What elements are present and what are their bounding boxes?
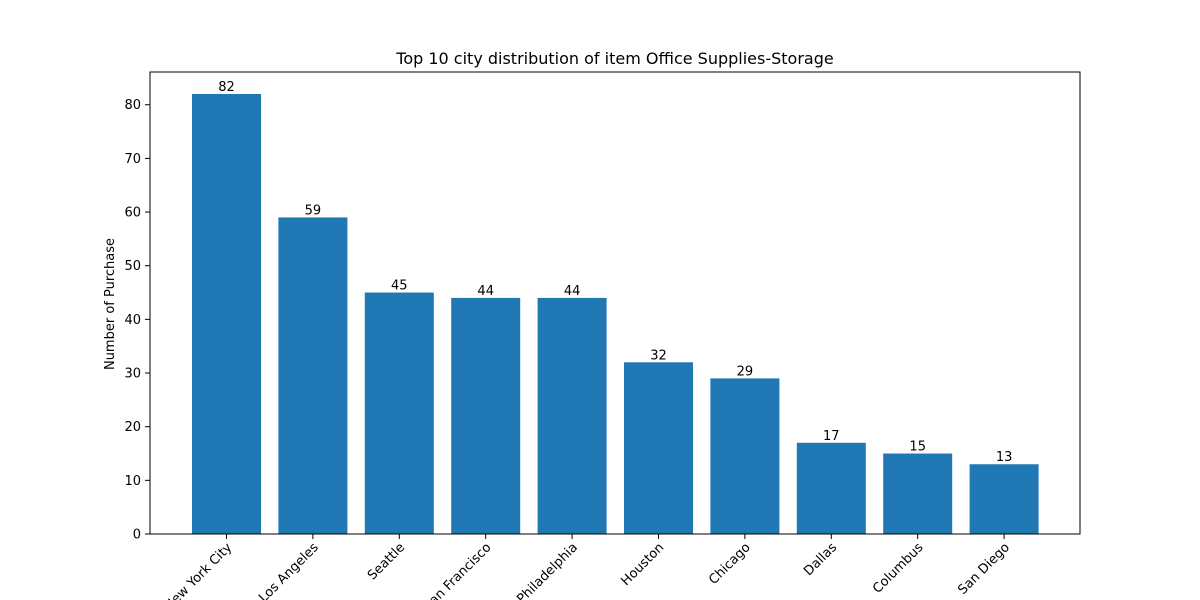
bar (969, 464, 1039, 534)
x-tick-label: Seattle (365, 540, 408, 583)
bar (710, 378, 780, 534)
bar-value-label: 59 (305, 203, 322, 218)
y-tick-label: 30 (124, 367, 141, 382)
bar (278, 217, 348, 535)
y-tick-label: 20 (124, 420, 141, 435)
bar (451, 297, 521, 534)
y-tick-label: 0 (133, 528, 141, 543)
x-tick-label: Houston (619, 540, 668, 589)
bar-value-label: 44 (564, 284, 581, 299)
bar (883, 453, 953, 534)
bar (796, 442, 866, 534)
x-tick-label: San Diego (955, 540, 1013, 598)
x-tick-label: Los Angeles (256, 540, 322, 600)
plot-frame (149, 71, 1081, 535)
bar-value-label: 15 (909, 440, 926, 455)
x-tick-label: Dallas (801, 540, 840, 579)
y-tick-label: 70 (124, 152, 141, 167)
bar-value-label: 17 (823, 429, 840, 444)
bar-value-label: 44 (477, 284, 494, 299)
bar-value-label: 13 (996, 450, 1013, 465)
bar (192, 94, 261, 534)
y-tick-label: 60 (124, 206, 141, 221)
bar-value-label: 82 (218, 80, 235, 95)
x-tick-label: Columbus (870, 540, 927, 597)
y-tick-label: 50 (124, 259, 141, 274)
x-tick-label: San Francisco (421, 540, 495, 600)
bar (624, 362, 693, 534)
bar-value-label: 29 (737, 364, 754, 379)
x-tick-label: Chicago (706, 540, 754, 588)
y-tick-label: 40 (124, 313, 141, 328)
bar-value-label: 45 (391, 279, 408, 294)
bar-value-label: 32 (650, 348, 667, 363)
plot-area: 82 59 45 44 44 32 29 17 15 13 0 10 20 30 40 50 60 70 80 New… (124, 71, 1081, 600)
y-tick-label: 10 (124, 474, 141, 489)
y-tick-label: 80 (124, 98, 141, 113)
x-tick-label: Philadelphia (514, 540, 581, 600)
x-tick-label: New York City (162, 540, 236, 600)
y-axis-label: Number of Purchase (103, 238, 118, 370)
bar (364, 292, 434, 534)
chart-title: Top 10 city distribution of item Office … (395, 49, 833, 68)
bar (537, 297, 607, 534)
